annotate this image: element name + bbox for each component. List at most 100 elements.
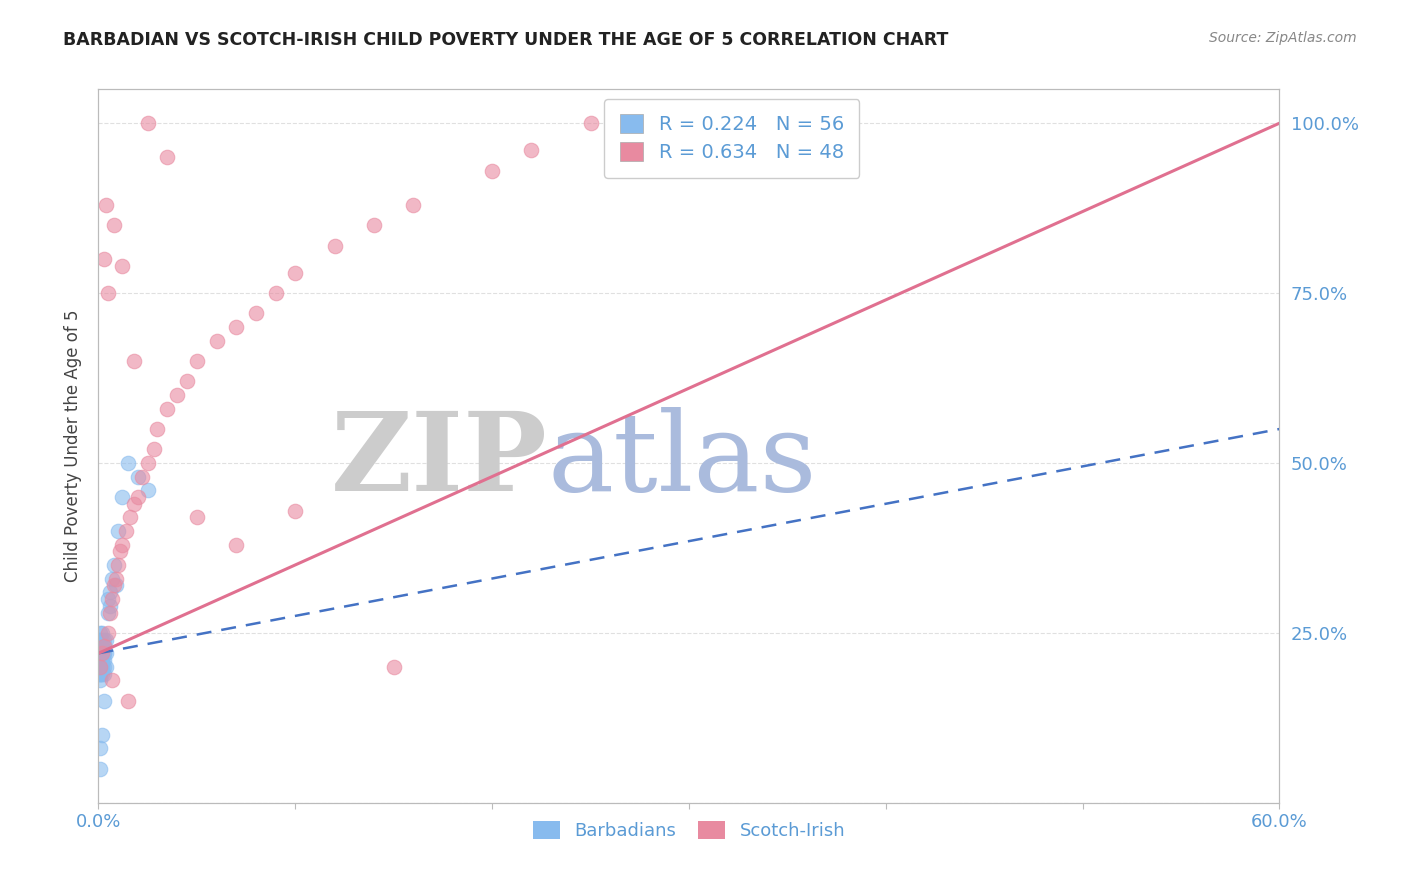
- Point: [118, 510, 141, 524]
- Point: [89, 660, 111, 674]
- Point: [105, 578, 128, 592]
- Point: [96, 660, 118, 674]
- Point: [93, 666, 115, 681]
- Point: [363, 218, 385, 232]
- Point: [89, 653, 111, 667]
- Point: [97, 286, 120, 301]
- Point: [96, 646, 118, 660]
- Point: [136, 116, 159, 130]
- Point: [89, 646, 111, 660]
- Point: [579, 116, 602, 130]
- Point: [127, 469, 149, 483]
- Point: [108, 544, 131, 558]
- Point: [89, 762, 111, 776]
- Point: [245, 306, 267, 320]
- Point: [101, 591, 124, 606]
- Point: [89, 653, 111, 667]
- Point: [284, 503, 307, 517]
- Point: [91, 653, 114, 667]
- Point: [93, 640, 115, 654]
- Point: [93, 640, 115, 654]
- Point: [97, 591, 120, 606]
- Point: [93, 660, 115, 674]
- Point: [122, 497, 145, 511]
- Point: [176, 375, 198, 389]
- Point: [89, 653, 111, 667]
- Point: [103, 558, 125, 572]
- Point: [111, 490, 134, 504]
- Point: [136, 483, 159, 498]
- Text: BARBADIAN VS SCOTCH-IRISH CHILD POVERTY UNDER THE AGE OF 5 CORRELATION CHART: BARBADIAN VS SCOTCH-IRISH CHILD POVERTY …: [63, 31, 949, 49]
- Point: [89, 646, 111, 660]
- Point: [105, 572, 128, 586]
- Point: [166, 388, 188, 402]
- Point: [89, 741, 111, 756]
- Point: [93, 694, 115, 708]
- Point: [98, 585, 121, 599]
- Point: [91, 660, 114, 674]
- Point: [91, 660, 114, 674]
- Text: Source: ZipAtlas.com: Source: ZipAtlas.com: [1209, 31, 1357, 45]
- Point: [89, 660, 111, 674]
- Point: [117, 694, 139, 708]
- Point: [127, 490, 149, 504]
- Point: [91, 632, 114, 647]
- Point: [91, 646, 114, 660]
- Point: [111, 259, 134, 273]
- Point: [91, 626, 114, 640]
- Point: [91, 728, 114, 742]
- Text: ZIP: ZIP: [330, 407, 547, 514]
- Point: [89, 632, 111, 647]
- Legend: Barbadians, Scotch-Irish: Barbadians, Scotch-Irish: [526, 814, 852, 847]
- Point: [131, 469, 153, 483]
- Point: [98, 599, 121, 613]
- Point: [97, 606, 120, 620]
- Point: [96, 632, 118, 647]
- Point: [225, 320, 247, 334]
- Point: [89, 632, 111, 647]
- Point: [96, 198, 118, 212]
- Point: [323, 238, 346, 252]
- Point: [91, 653, 114, 667]
- Point: [205, 334, 228, 348]
- Point: [93, 653, 115, 667]
- Point: [225, 537, 247, 551]
- Point: [142, 442, 165, 457]
- Point: [89, 640, 111, 654]
- Point: [402, 198, 425, 212]
- Point: [91, 640, 114, 654]
- Point: [89, 660, 111, 674]
- Point: [89, 640, 111, 654]
- Point: [136, 456, 159, 470]
- Point: [107, 558, 129, 572]
- Point: [382, 660, 405, 674]
- Point: [186, 510, 208, 524]
- Point: [89, 626, 111, 640]
- Point: [89, 646, 111, 660]
- Point: [122, 354, 145, 368]
- Point: [89, 653, 111, 667]
- Point: [103, 578, 125, 592]
- Point: [103, 218, 125, 232]
- Point: [101, 673, 124, 688]
- Text: atlas: atlas: [547, 407, 817, 514]
- Point: [146, 422, 169, 436]
- Point: [111, 537, 134, 551]
- Point: [115, 524, 138, 538]
- Point: [93, 646, 115, 660]
- Point: [98, 606, 121, 620]
- Point: [156, 150, 179, 164]
- Point: [91, 646, 114, 660]
- Point: [481, 163, 503, 178]
- Point: [97, 626, 120, 640]
- Point: [89, 666, 111, 681]
- Point: [89, 666, 111, 681]
- Point: [89, 660, 111, 674]
- Point: [91, 666, 114, 681]
- Point: [520, 144, 543, 158]
- Point: [107, 524, 129, 538]
- Point: [284, 266, 307, 280]
- Point: [93, 646, 115, 660]
- Point: [89, 673, 111, 688]
- Point: [101, 572, 124, 586]
